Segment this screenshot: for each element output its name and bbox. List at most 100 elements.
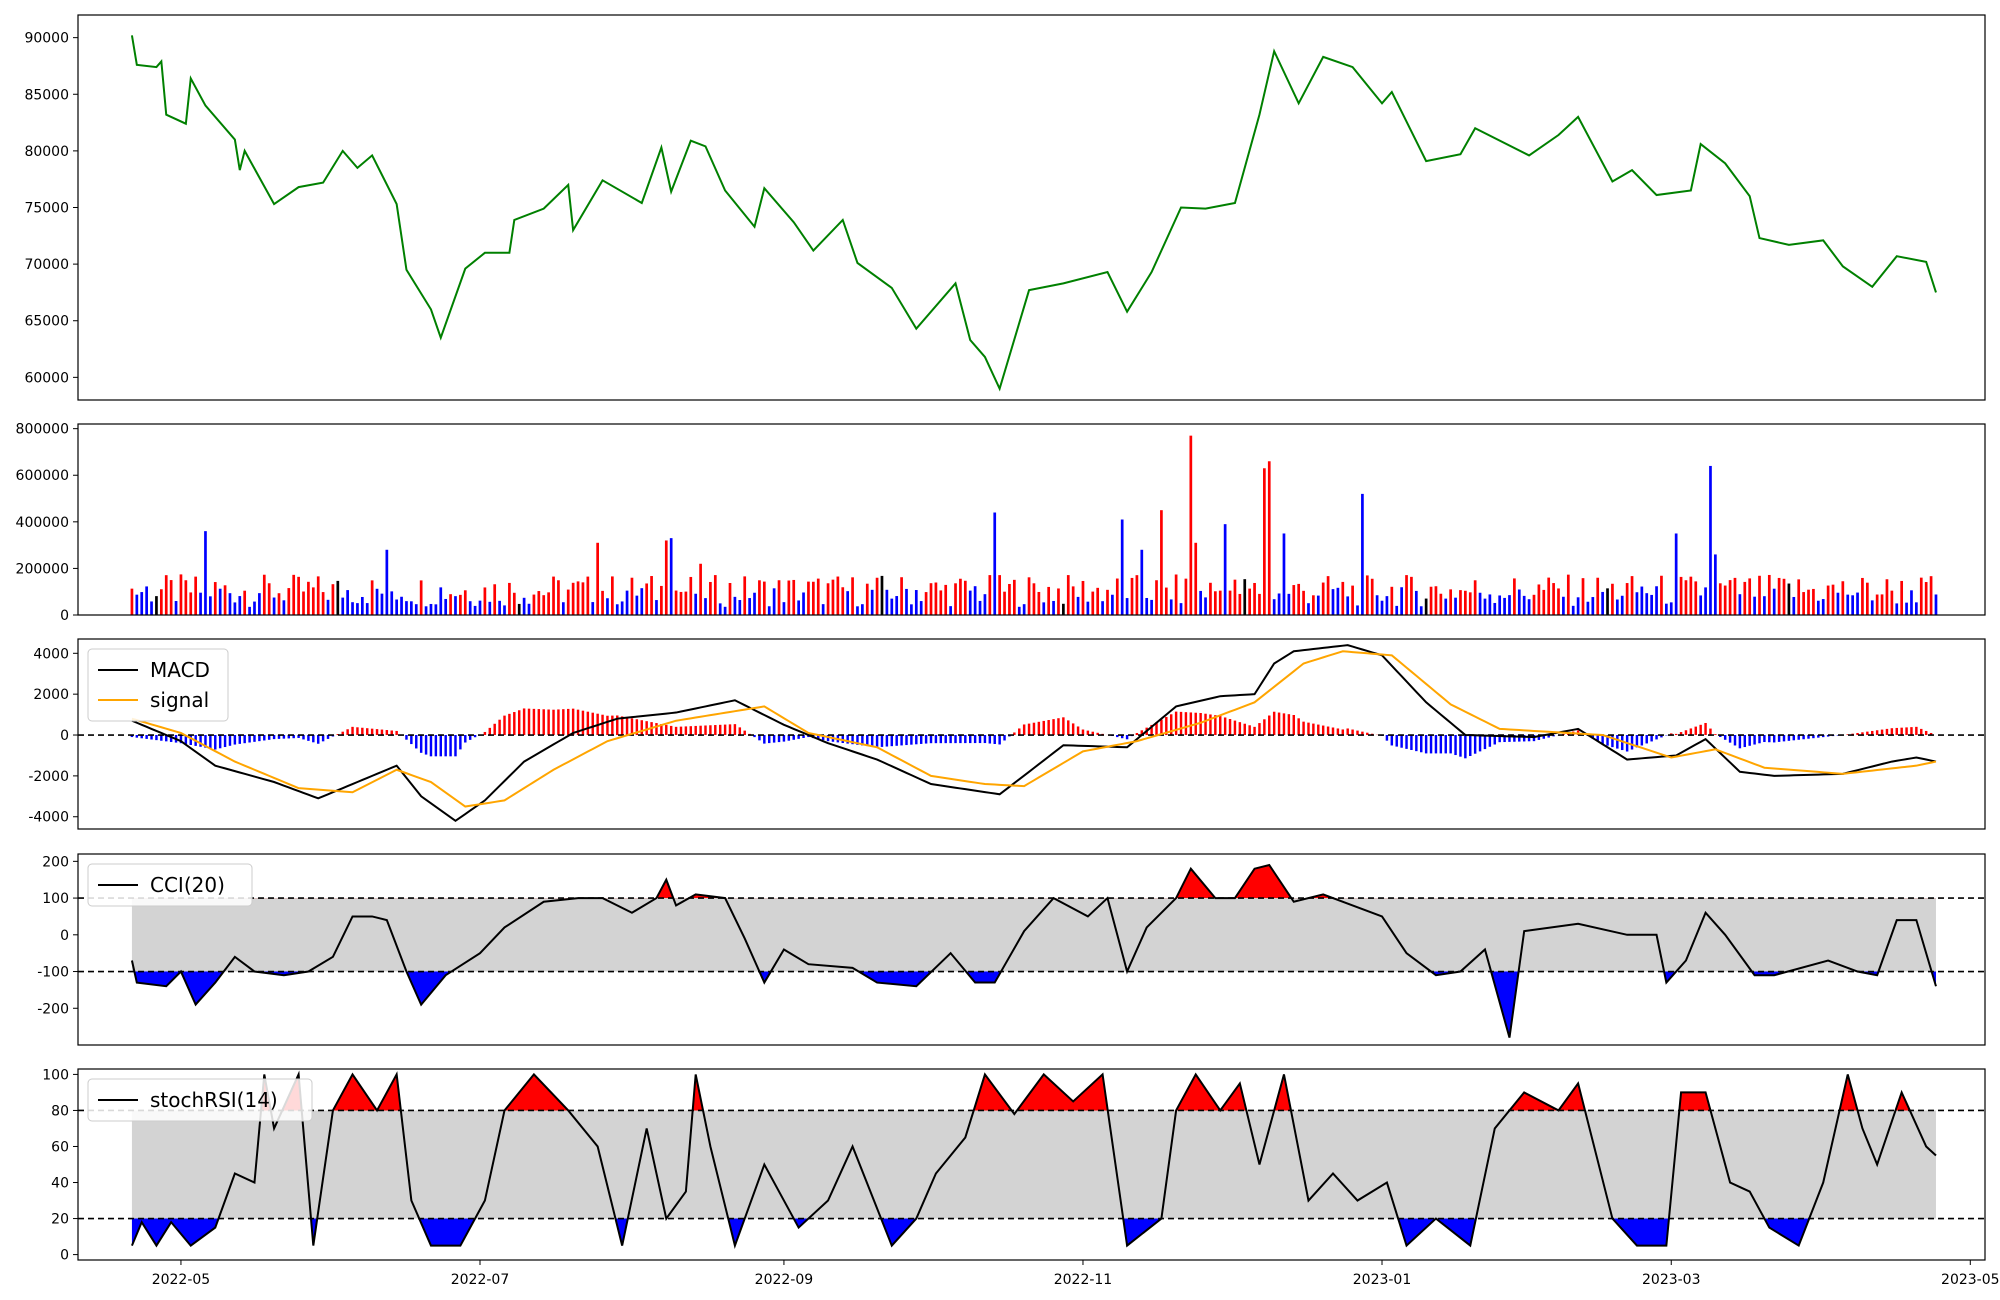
volume-bar: [527, 603, 531, 615]
volume-bar: [1890, 590, 1894, 615]
macd-histogram-bar: [694, 725, 697, 736]
volume-bar: [797, 600, 800, 615]
macd-histogram-bar: [351, 726, 354, 736]
macd-histogram-bar: [1326, 726, 1330, 736]
macd-line: [131, 644, 1937, 823]
macd-histogram-bar: [1243, 723, 1246, 736]
volume-bar: [1341, 581, 1345, 615]
volume-bar: [1586, 601, 1590, 615]
macd-histogram-bar: [1263, 719, 1266, 736]
volume-bar: [1326, 576, 1330, 615]
macd-histogram-bar: [415, 735, 418, 749]
macd-histogram-bar: [1420, 735, 1423, 753]
macd-histogram-bar: [282, 735, 286, 739]
macd-histogram-bar: [1248, 725, 1251, 736]
macd-histogram-bar: [326, 735, 330, 739]
volume-bar: [1184, 578, 1188, 615]
macd-histogram-bar: [1434, 735, 1438, 754]
volume-bar: [1405, 575, 1408, 615]
volume-bar: [1473, 580, 1477, 615]
volume-bar: [870, 589, 874, 615]
volume-bar: [949, 606, 952, 615]
volume-bar: [1522, 595, 1526, 615]
volume-bar: [1615, 599, 1619, 615]
volume-bar: [258, 593, 261, 615]
macd-histogram-bar: [973, 735, 977, 744]
volume-bar: [159, 589, 163, 615]
macd-histogram-bar: [390, 730, 393, 736]
macd-histogram-bar: [160, 735, 163, 741]
macd-histogram-bar: [1748, 735, 1751, 746]
macd-histogram-bar: [1621, 735, 1624, 751]
y-tick-label: 100: [42, 1067, 69, 1083]
macd-histogram-bar: [1361, 731, 1364, 736]
volume-bar: [660, 585, 663, 615]
macd-histogram-bar: [238, 735, 241, 744]
volume-bar: [1532, 594, 1536, 615]
macd-histogram-bar: [1062, 717, 1065, 736]
volume-bar: [1370, 578, 1374, 615]
macd-histogram-bar: [1400, 735, 1403, 748]
macd-histogram-bar: [1684, 730, 1688, 736]
volume-bar: [385, 549, 389, 615]
macd-histogram-bar: [312, 735, 315, 743]
volume-bar: [1919, 577, 1923, 615]
volume-bar: [1375, 595, 1379, 615]
volume-bar: [326, 599, 330, 615]
volume-bar: [1699, 595, 1703, 615]
macd-histogram-bar: [1385, 735, 1389, 741]
volume-bar: [640, 588, 644, 615]
volume-bar: [1665, 603, 1668, 615]
volume-bar: [1439, 593, 1443, 615]
volume-bar: [493, 584, 497, 615]
volume-bar: [890, 598, 894, 615]
volume-bar: [767, 606, 771, 615]
volume-bar: [1429, 586, 1433, 615]
macd-histogram-bar: [1189, 712, 1193, 736]
volume-bar: [1414, 590, 1418, 615]
volume-bar: [1140, 549, 1144, 615]
macd-histogram-bar: [199, 735, 202, 747]
volume-bar: [155, 596, 158, 615]
volume-bar: [983, 594, 987, 615]
volume-bar: [1164, 587, 1168, 615]
volume-bar: [1841, 581, 1845, 615]
macd-histogram-bar: [1719, 735, 1722, 737]
volume-bar: [1209, 582, 1212, 615]
macd-histogram-bar: [954, 735, 957, 744]
macd-histogram-bar: [1464, 735, 1467, 759]
volume-bar: [1910, 590, 1913, 615]
macd-histogram-bar: [130, 735, 134, 738]
macd-histogram-bar: [361, 727, 364, 736]
macd-histogram-bar: [1317, 724, 1320, 736]
volume-bar: [508, 582, 511, 615]
volume-bar: [968, 590, 972, 615]
macd-histogram-bar: [1086, 730, 1090, 736]
macd-histogram-bar: [718, 724, 722, 736]
macd-histogram-bar: [316, 735, 320, 744]
volume-bar: [1915, 602, 1918, 615]
volume-bar: [611, 576, 614, 615]
volume-bar: [459, 594, 462, 615]
macd-histogram-bar: [1601, 735, 1604, 745]
volume-bar: [1620, 595, 1624, 615]
volume-bar: [179, 574, 183, 615]
volume-bar: [959, 578, 962, 615]
stochrsi-overbought-fill: [131, 1074, 1936, 1111]
macd-histogram-bar: [949, 735, 952, 744]
volume-bar: [1263, 468, 1266, 615]
volume-bar: [189, 592, 193, 615]
volume-bar: [478, 600, 482, 615]
volume-bar: [748, 598, 751, 615]
y-tick-label: 800000: [16, 422, 69, 438]
volume-bar: [1292, 585, 1296, 615]
volume-bar: [1027, 577, 1031, 615]
volume-bar: [1816, 600, 1820, 615]
macd-histogram-bar: [493, 723, 496, 736]
y-tick-label: 400000: [16, 515, 69, 531]
volume-bar: [1468, 592, 1472, 615]
volume-bar: [1542, 589, 1546, 615]
macd-histogram-bar: [1537, 735, 1541, 740]
macd-histogram-bar: [1787, 735, 1791, 741]
